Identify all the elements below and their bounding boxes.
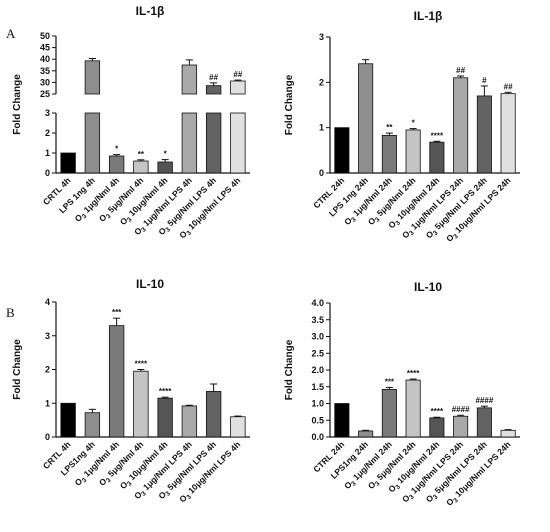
- y-tick-label: 30: [40, 77, 50, 87]
- bar: [405, 129, 421, 174]
- bar: [453, 415, 469, 438]
- chart-title: IL-1β: [414, 9, 443, 23]
- y-tick-label: 50: [40, 31, 50, 41]
- y-tick-label: 1.5: [311, 382, 324, 392]
- bar: [381, 134, 397, 174]
- y-tick-label: 0: [45, 168, 50, 178]
- significance-label: **: [138, 150, 145, 159]
- significance-label: *: [412, 119, 416, 128]
- chart-title: IL-10: [136, 277, 164, 291]
- y-axis-label: Fold Change: [284, 74, 295, 135]
- y-tick-label: 0: [45, 432, 50, 442]
- y-tick-label: 3.0: [311, 332, 324, 342]
- bar: [60, 152, 76, 174]
- bar: [358, 430, 374, 438]
- significance-label: ##: [456, 66, 465, 75]
- significance-label: ##: [504, 82, 513, 91]
- bar: [476, 407, 492, 438]
- chart-il10-24h: IL-10 Fold Change 0.0 0.5 1.0 1.5 2.0 2.5 3.0 3.5…: [284, 280, 520, 508]
- bar: [205, 112, 222, 174]
- y-tick-label: 3: [319, 32, 324, 42]
- significance-label: **: [386, 123, 393, 132]
- y-tick-label: 1.0: [311, 399, 324, 409]
- bar: [205, 391, 222, 438]
- bar: [230, 80, 246, 95]
- bar: [60, 402, 76, 438]
- bar: [358, 63, 374, 174]
- significance-label: ####: [452, 405, 470, 414]
- y-tick-label: 40: [40, 54, 50, 64]
- y-tick-label: 2.5: [311, 348, 324, 358]
- y-tick-label: 1: [319, 123, 324, 133]
- bar: [453, 77, 469, 174]
- bar: [381, 389, 397, 438]
- bar: [476, 95, 492, 174]
- significance-label: ****: [135, 360, 148, 369]
- bar: [84, 112, 101, 174]
- y-tick-label: 1: [45, 398, 50, 408]
- significance-label: ####: [475, 396, 493, 405]
- significance-label: ***: [385, 377, 395, 386]
- panel-label-a: A: [6, 26, 16, 41]
- bar: [181, 405, 198, 438]
- bar: [181, 112, 198, 174]
- chart-title: IL-1β: [136, 4, 165, 18]
- y-tick-label: 0.0: [311, 432, 324, 442]
- bar: [133, 160, 149, 174]
- bar: [157, 161, 173, 174]
- y-tick-label: 3.5: [311, 315, 324, 325]
- bar: [405, 379, 421, 438]
- bar: [181, 64, 198, 95]
- y-tick-label: 4: [45, 297, 50, 307]
- y-tick-label: 3: [45, 108, 50, 118]
- y-tick-label: 4.0: [311, 298, 324, 308]
- significance-label: ##: [209, 73, 218, 82]
- bar: [157, 397, 173, 438]
- bar: [84, 412, 101, 438]
- y-tick-label: 2: [319, 77, 324, 87]
- significance-label: ****: [159, 387, 172, 396]
- bar: [108, 325, 125, 438]
- y-tick-label: 0.5: [311, 415, 324, 425]
- y-tick-label: 45: [40, 43, 50, 53]
- bar: [429, 417, 445, 438]
- y-tick-label: 0: [319, 168, 324, 178]
- y-tick-label: 1: [45, 148, 50, 158]
- significance-label: #: [482, 76, 487, 85]
- significance-label: ##: [233, 70, 242, 79]
- panel-label-b: B: [6, 305, 15, 320]
- y-tick-label: 3: [45, 331, 50, 341]
- bar: [230, 112, 246, 174]
- bar: [108, 155, 125, 174]
- chart-title: IL-10: [414, 280, 442, 294]
- significance-label: ***: [112, 308, 122, 317]
- y-tick-label: 2: [45, 128, 50, 138]
- bar: [205, 85, 222, 95]
- bar: [429, 141, 445, 174]
- y-axis-label: Fold Change: [12, 339, 23, 400]
- bar: [84, 60, 101, 95]
- y-tick-label: 35: [40, 66, 50, 76]
- y-axis-label: Fold Change: [284, 339, 295, 400]
- bar: [230, 416, 246, 438]
- bar: [500, 93, 516, 174]
- bar: [500, 429, 516, 438]
- bar: [334, 127, 350, 174]
- y-tick-label: 2: [45, 365, 50, 375]
- bar: [133, 370, 149, 438]
- y-tick-label: 25: [40, 89, 50, 99]
- y-axis-label: Fold Change: [12, 74, 23, 135]
- y-tick-label: 2.0: [311, 365, 324, 375]
- significance-label: ****: [431, 407, 444, 416]
- significance-label: ****: [407, 369, 420, 378]
- significance-label: *: [164, 150, 168, 159]
- bar: [334, 403, 350, 438]
- significance-label: *: [115, 145, 119, 154]
- significance-label: ****: [431, 131, 444, 140]
